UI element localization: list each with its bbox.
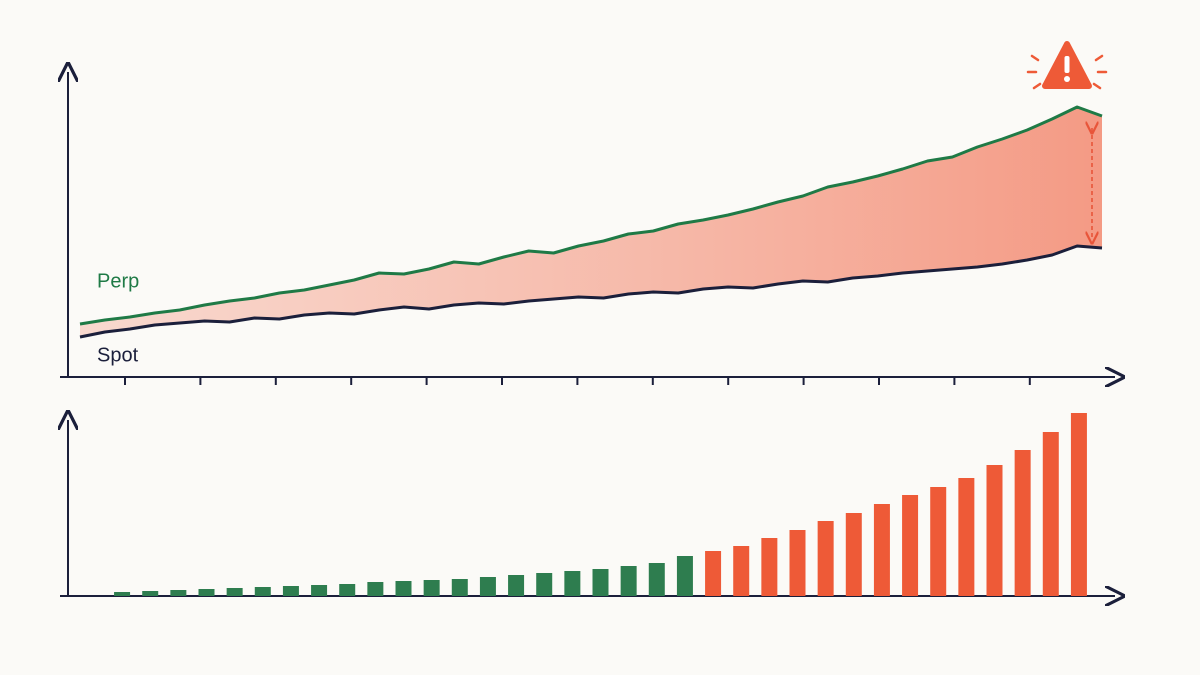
series-label: Perp xyxy=(97,270,139,292)
bar xyxy=(958,478,975,596)
warning-icon xyxy=(1026,41,1108,90)
bar xyxy=(761,538,778,596)
bar xyxy=(733,546,750,596)
bar xyxy=(620,566,637,596)
bar xyxy=(676,556,693,596)
bar xyxy=(1070,413,1087,596)
bar xyxy=(986,465,1003,596)
bar xyxy=(423,580,440,596)
bar xyxy=(873,504,890,596)
series-label: Spot xyxy=(97,344,139,366)
bar xyxy=(339,584,356,596)
bar xyxy=(367,582,384,596)
bar xyxy=(536,573,553,596)
bar xyxy=(479,577,496,596)
bar xyxy=(817,521,834,596)
bar xyxy=(451,579,468,596)
bar xyxy=(395,581,412,596)
bar xyxy=(254,587,271,596)
line xyxy=(79,105,1103,326)
bar xyxy=(170,590,187,596)
bar xyxy=(845,513,862,596)
bar xyxy=(902,495,919,596)
spread-area xyxy=(80,107,1102,337)
bar xyxy=(311,585,328,596)
bar xyxy=(930,487,947,596)
bar xyxy=(789,530,806,596)
bar xyxy=(142,591,159,596)
bar xyxy=(198,589,215,596)
bar xyxy=(705,551,722,596)
bar xyxy=(592,569,609,596)
bar xyxy=(508,575,525,596)
spread-layer xyxy=(80,107,1102,337)
bar xyxy=(226,588,243,596)
bar xyxy=(1042,432,1059,596)
bar xyxy=(648,563,665,596)
bar xyxy=(1014,450,1031,596)
bar xyxy=(564,571,581,596)
bar xyxy=(282,586,299,596)
line xyxy=(79,244,1103,339)
bar xyxy=(114,592,131,596)
